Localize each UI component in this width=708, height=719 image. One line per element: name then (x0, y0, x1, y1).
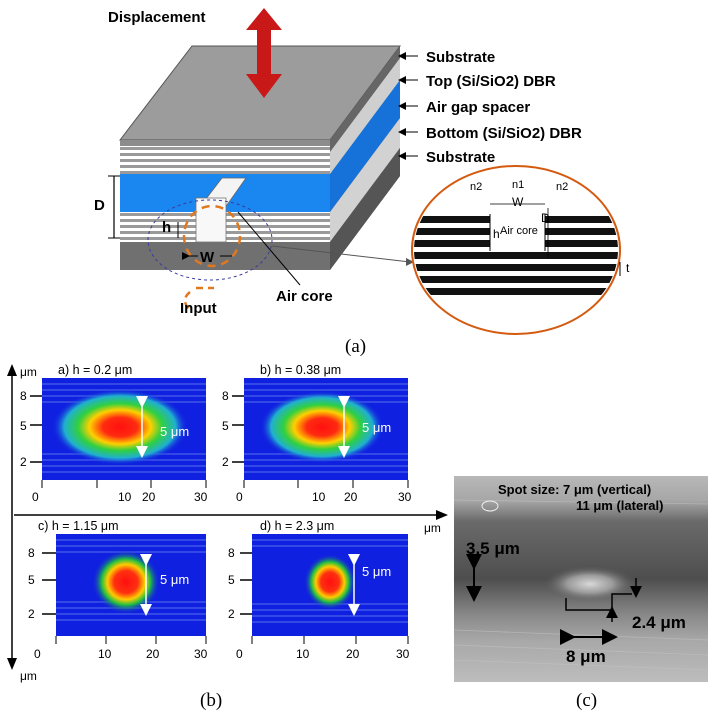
xa-30: 30 (194, 490, 208, 504)
xd-20: 20 (346, 647, 360, 661)
spot-line2: 11 μm (lateral) (576, 498, 663, 513)
xd-30: 30 (396, 647, 410, 661)
inset-n1: n1 (512, 179, 524, 191)
ya-2: 2 (20, 455, 27, 469)
panel-b: μm μm μm a) h = 0.2 μm 5 μm b) h = 0.38 … (7, 363, 448, 711)
displacement-label: Displacement (108, 9, 206, 26)
dim-h: h (162, 219, 171, 236)
layer-bottom-dbr: Bottom (Si/SiO2) DBR (426, 125, 582, 142)
dim-width: 8 μm (566, 647, 606, 666)
yc-5: 5 (28, 573, 35, 587)
inset-D: D (541, 211, 550, 225)
xb-30: 30 (398, 490, 412, 504)
inset-n2-right: n2 (556, 181, 568, 193)
plot-c-mode: 5 μm (160, 572, 189, 587)
unit-x: μm (424, 521, 441, 535)
yd-2: 2 (228, 607, 235, 621)
yd-5: 5 (228, 573, 235, 587)
inset-detail: n2 n1 n2 W D h Air core t (411, 165, 630, 335)
xd-10: 10 (296, 647, 310, 661)
inset-h: h (493, 227, 500, 241)
panel-c: Spot size: 7 μm (vertical) 11 μm (latera… (453, 476, 708, 711)
yb-2: 2 (222, 455, 229, 469)
yc-8: 8 (28, 546, 35, 560)
xc-10: 10 (98, 647, 112, 661)
plot-b-mode: 5 μm (362, 420, 391, 435)
plot-a: a) h = 0.2 μm 5 μm (42, 363, 206, 480)
displacement-arrow (246, 8, 282, 98)
plot-a-title: a) h = 0.2 μm (58, 363, 132, 377)
layer-labels: Substrate Top (Si/SiO2) DBR Air gap spac… (398, 49, 582, 166)
spot-line1: Spot size: 7 μm (vertical) (498, 482, 651, 497)
air-core-label: Air core (276, 288, 333, 305)
ya-5: 5 (20, 419, 27, 433)
dim-D: D (94, 197, 105, 214)
xb-10: 10 (312, 490, 326, 504)
yb-5: 5 (222, 419, 229, 433)
xa-0: 0 (32, 490, 39, 504)
panel-a: Displacement D h W Input Air core Substr… (94, 8, 630, 357)
dim-W: W (200, 249, 215, 266)
unit-y-bottom: μm (20, 669, 37, 683)
dim-step: 2.4 μm (632, 613, 686, 632)
y-ticks (30, 395, 252, 615)
inset-t: t (626, 261, 630, 275)
plot-d-mode: 5 μm (362, 564, 391, 579)
inset-air-core: Air core (500, 225, 538, 237)
plot-b: b) h = 0.38 μm 5 μm (244, 363, 408, 480)
xd-0: 0 (236, 647, 243, 661)
input-label: Input (180, 300, 217, 317)
plot-c-title: c) h = 1.15 μm (38, 519, 119, 533)
dim-vertical: 3.5 μm (466, 539, 520, 558)
plot-c: c) h = 1.15 μm 5 μm (38, 519, 206, 636)
unit-y-top: μm (20, 365, 37, 379)
xb-0: 0 (236, 490, 243, 504)
caption-a: (a) (345, 336, 366, 357)
caption-b: (b) (200, 690, 222, 711)
xa-20: 20 (142, 490, 156, 504)
plot-b-title: b) h = 0.38 μm (260, 363, 341, 377)
inset-W: W (512, 195, 524, 209)
ya-8: 8 (20, 389, 27, 403)
input-ellipse (147, 199, 273, 281)
plot-d: d) h = 2.3 μm 5 μm (252, 519, 408, 636)
caption-c: (c) (576, 690, 597, 711)
x-ticks: 0 10 20 30 0 10 20 30 0 10 20 30 0 10 (32, 480, 412, 661)
plot-d-title: d) h = 2.3 μm (260, 519, 334, 533)
layer-top-dbr: Top (Si/SiO2) DBR (426, 73, 556, 90)
yc-2: 2 (28, 607, 35, 621)
xc-30: 30 (194, 647, 208, 661)
xb-20: 20 (344, 490, 358, 504)
inset-n2-left: n2 (470, 181, 482, 193)
yd-8: 8 (228, 546, 235, 560)
mode-dashes (182, 204, 242, 268)
layer-air-gap: Air gap spacer (426, 99, 530, 116)
xc-20: 20 (146, 647, 160, 661)
xa-10: 10 (118, 490, 132, 504)
layer-substrate-bottom: Substrate (426, 149, 495, 166)
yb-8: 8 (222, 389, 229, 403)
plot-a-mode: 5 μm (160, 424, 189, 439)
layer-substrate-top: Substrate (426, 49, 495, 66)
xc-0: 0 (34, 647, 41, 661)
